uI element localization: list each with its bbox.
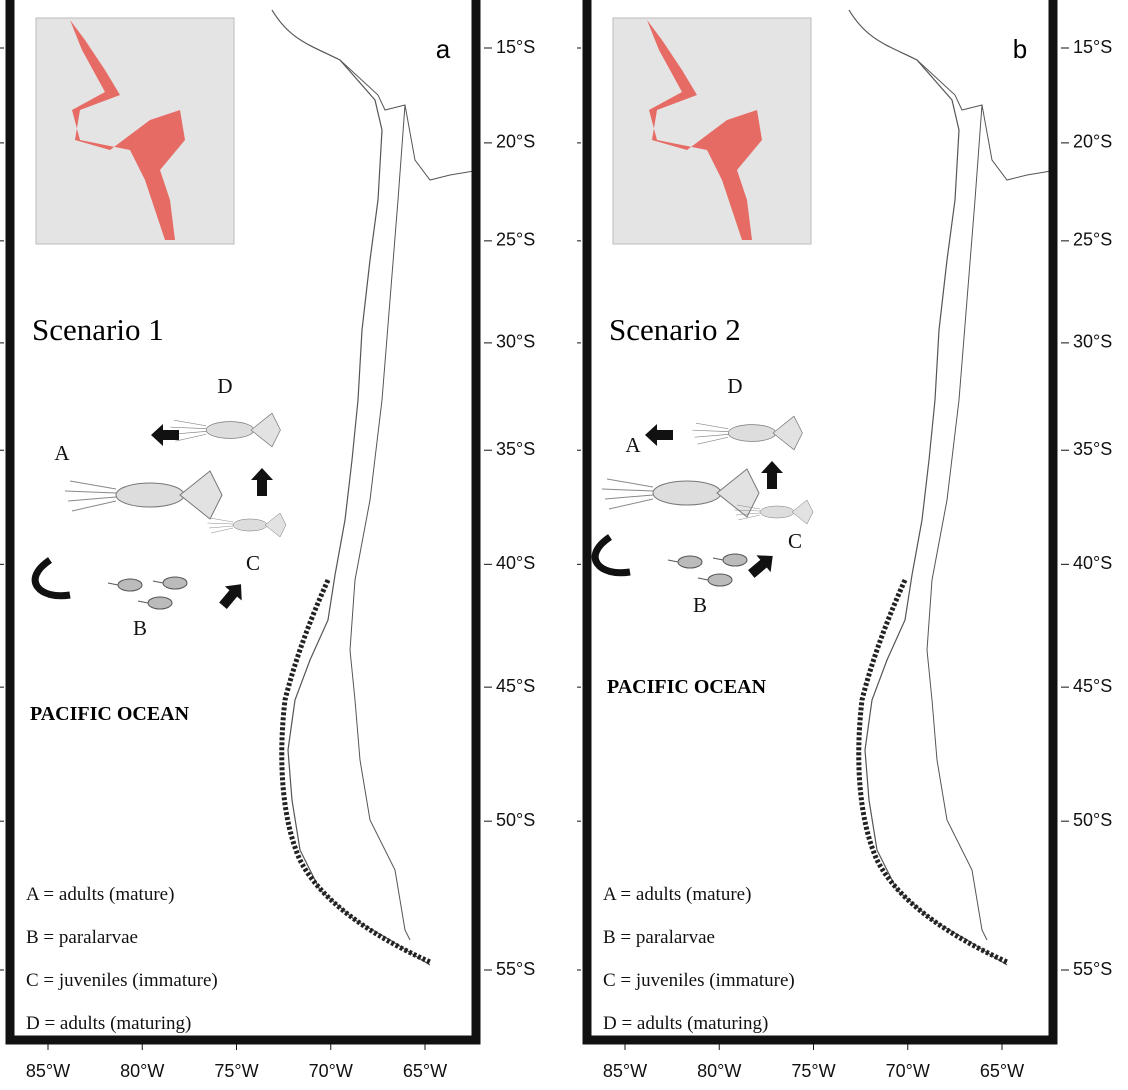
legend-entry: C = juveniles (immature): [26, 970, 218, 991]
stage-label: A: [54, 441, 70, 465]
lon-tick-label: 85°W: [603, 1061, 647, 1081]
lat-tick-label: 45°S: [496, 676, 535, 696]
ocean-label: PACIFIC OCEAN: [30, 703, 190, 725]
stage-label: A: [625, 433, 641, 457]
arrow: [761, 461, 783, 489]
cycle-arrow: [31, 557, 71, 600]
lat-tick-label: 35°S: [1073, 439, 1112, 459]
stage-label: B: [133, 616, 147, 640]
panel-label: b: [1013, 34, 1027, 64]
lon-tick-label: 70°W: [309, 1061, 353, 1081]
panel-frame: [582, 0, 1058, 1045]
lat-tick-label: 20°S: [1073, 132, 1112, 152]
arrow: [151, 424, 179, 446]
lat-tick-label: 25°S: [496, 230, 535, 250]
map-panel: b Scenario 2 PACIFIC OCEAN A B C D A = adults (…: [577, 0, 1112, 1081]
arrow: [748, 555, 773, 578]
cycle-arrow: [591, 534, 631, 577]
map-panel: a Scenario 1 PACIFIC OCEAN A B C D A = adults (…: [0, 0, 535, 1081]
stage-label: C: [788, 529, 802, 553]
lat-tick-label: 15°S: [496, 37, 535, 57]
arrow: [219, 584, 242, 609]
lat-tick-label: 20°S: [496, 132, 535, 152]
arrow: [251, 468, 273, 496]
lat-tick-label: 30°S: [496, 332, 535, 352]
lon-tick-label: 65°W: [403, 1061, 447, 1081]
legend-entry: B = paralarvae: [603, 927, 715, 948]
legend-entry: D = adults (maturing): [26, 1013, 191, 1034]
stage-label: B: [693, 593, 707, 617]
panel-frame: [5, 0, 481, 1045]
lon-tick-label: 65°W: [980, 1061, 1024, 1081]
lon-tick-label: 75°W: [214, 1061, 258, 1081]
legend-entry: B = paralarvae: [26, 927, 138, 948]
ocean-label: PACIFIC OCEAN: [607, 676, 767, 698]
legend-entry: C = juveniles (immature): [603, 970, 795, 991]
lat-tick-label: 40°S: [1073, 553, 1112, 573]
lat-tick-label: 25°S: [1073, 230, 1112, 250]
panel-label: a: [436, 34, 451, 64]
legend-entry: A = adults (mature): [26, 884, 174, 905]
lat-tick-label: 50°S: [496, 810, 535, 830]
lon-tick-label: 70°W: [886, 1061, 930, 1081]
lat-tick-label: 35°S: [496, 439, 535, 459]
lat-tick-label: 45°S: [1073, 676, 1112, 696]
arrow: [645, 424, 673, 446]
legend-entry: A = adults (mature): [603, 884, 751, 905]
lon-tick-label: 80°W: [697, 1061, 741, 1081]
stage-label: D: [727, 374, 742, 398]
lat-tick-label: 15°S: [1073, 37, 1112, 57]
lat-tick-label: 55°S: [1073, 959, 1112, 979]
lon-tick-label: 80°W: [120, 1061, 164, 1081]
stage-label: C: [246, 551, 260, 575]
lat-tick-label: 55°S: [496, 959, 535, 979]
scenario-title: Scenario 2: [609, 312, 741, 347]
scenario-title: Scenario 1: [32, 312, 164, 347]
lat-tick-label: 40°S: [496, 553, 535, 573]
legend-entry: D = adults (maturing): [603, 1013, 768, 1034]
lat-tick-label: 30°S: [1073, 332, 1112, 352]
lon-tick-label: 85°W: [26, 1061, 70, 1081]
lon-tick-label: 75°W: [791, 1061, 835, 1081]
stage-label: D: [217, 374, 232, 398]
lat-tick-label: 50°S: [1073, 810, 1112, 830]
